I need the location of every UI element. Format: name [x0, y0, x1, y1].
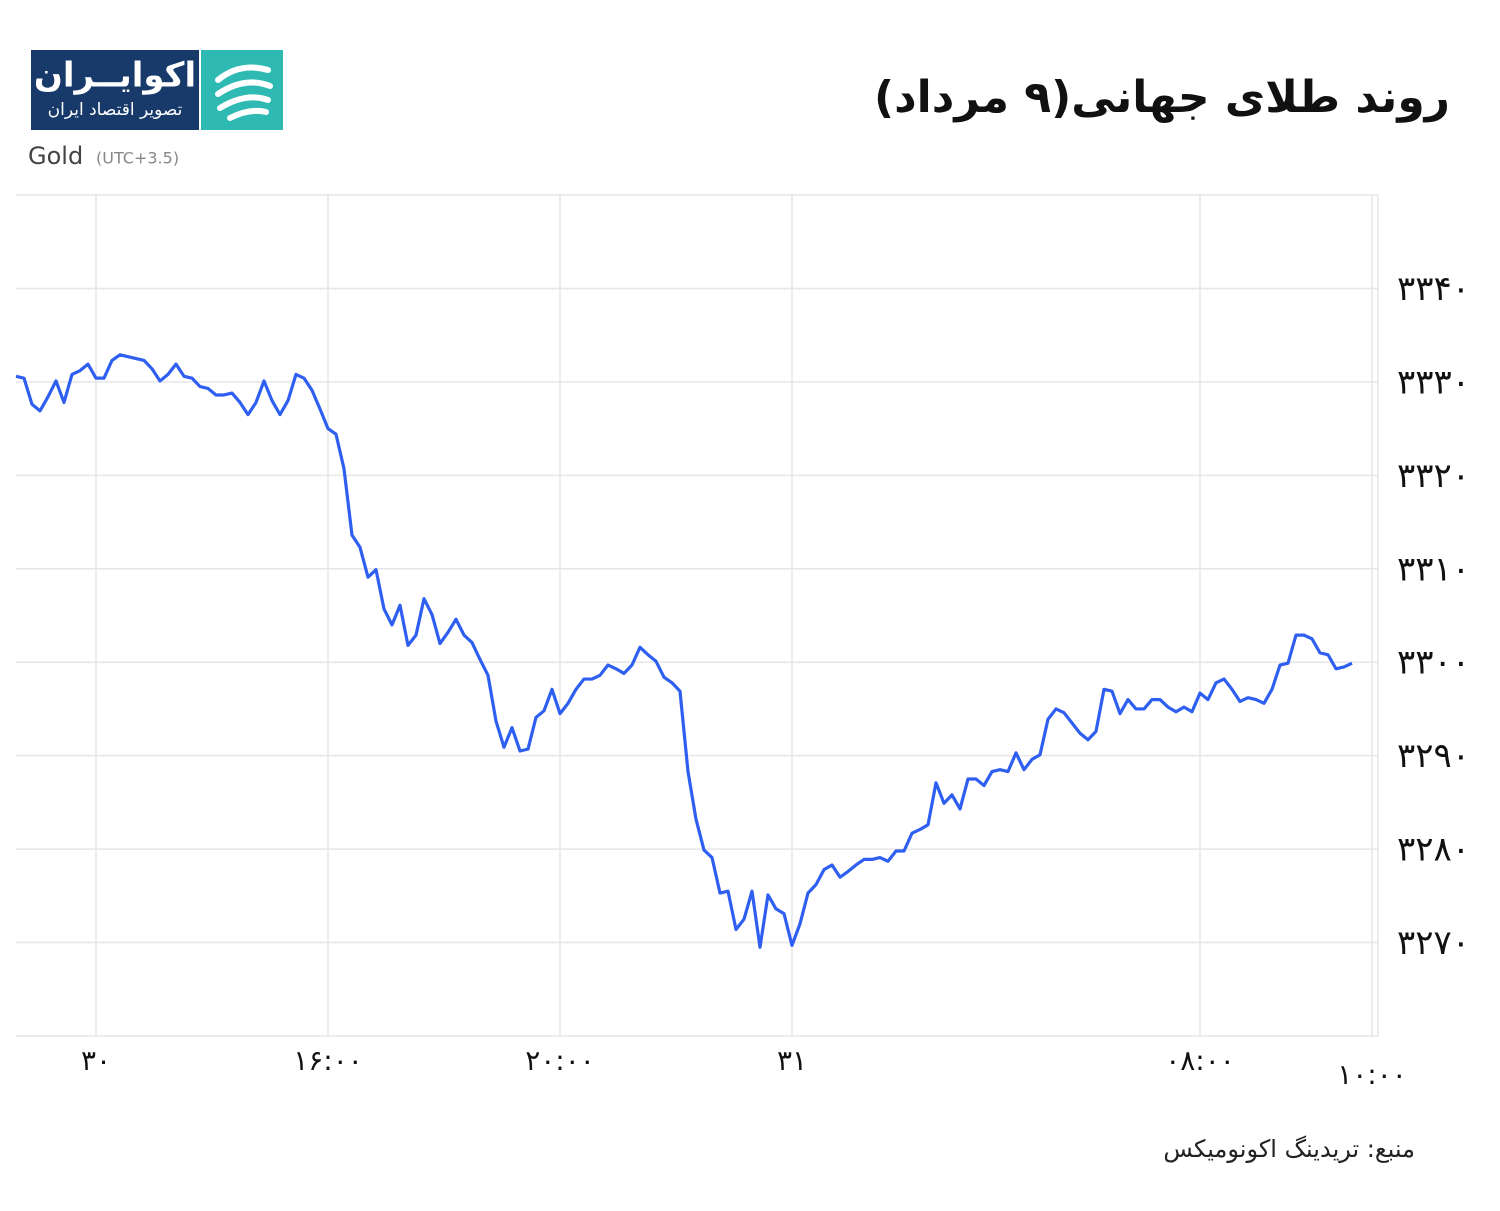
- y-tick-label: ۳۳۰۰: [1397, 643, 1470, 683]
- logo-name: اکوایــران: [34, 56, 196, 96]
- logo-box: [31, 50, 199, 130]
- x-tick-label: ۳۱: [777, 1044, 807, 1077]
- chart-title: روند طلای جهانی(۹ مرداد): [874, 72, 1450, 123]
- x-tick-label: ۲۰:۰۰: [525, 1044, 595, 1077]
- subtitle: Gold: [28, 142, 83, 170]
- logo-tagline: تصویر اقتصاد ایران: [48, 100, 183, 120]
- y-tick-label: ۳۲۸۰: [1397, 830, 1470, 870]
- x-tick-label: ۱۰:۰۰: [1337, 1058, 1407, 1091]
- source: منبع: تریدینگ اکونومیکس: [1163, 1135, 1415, 1163]
- timezone: (UTC+3.5): [96, 149, 179, 168]
- y-tick-label: ۳۳۳۰: [1397, 362, 1470, 402]
- y-tick-label: ۳۳۱۰: [1397, 549, 1470, 589]
- x-tick-label: ۱۶:۰۰: [293, 1044, 363, 1077]
- x-tick-label: ۳۰: [81, 1044, 111, 1077]
- logo-icon: [201, 50, 283, 130]
- price-line: [15, 353, 1353, 949]
- y-tick-label: ۳۲۹۰: [1397, 736, 1470, 776]
- y-tick-label: ۳۲۷۰: [1397, 923, 1470, 963]
- y-tick-label: ۳۳۴۰: [1397, 269, 1470, 309]
- logo-mark: [215, 64, 273, 121]
- x-tick-label: ۰۸:۰۰: [1165, 1044, 1235, 1077]
- y-tick-label: ۳۳۲۰: [1397, 456, 1470, 496]
